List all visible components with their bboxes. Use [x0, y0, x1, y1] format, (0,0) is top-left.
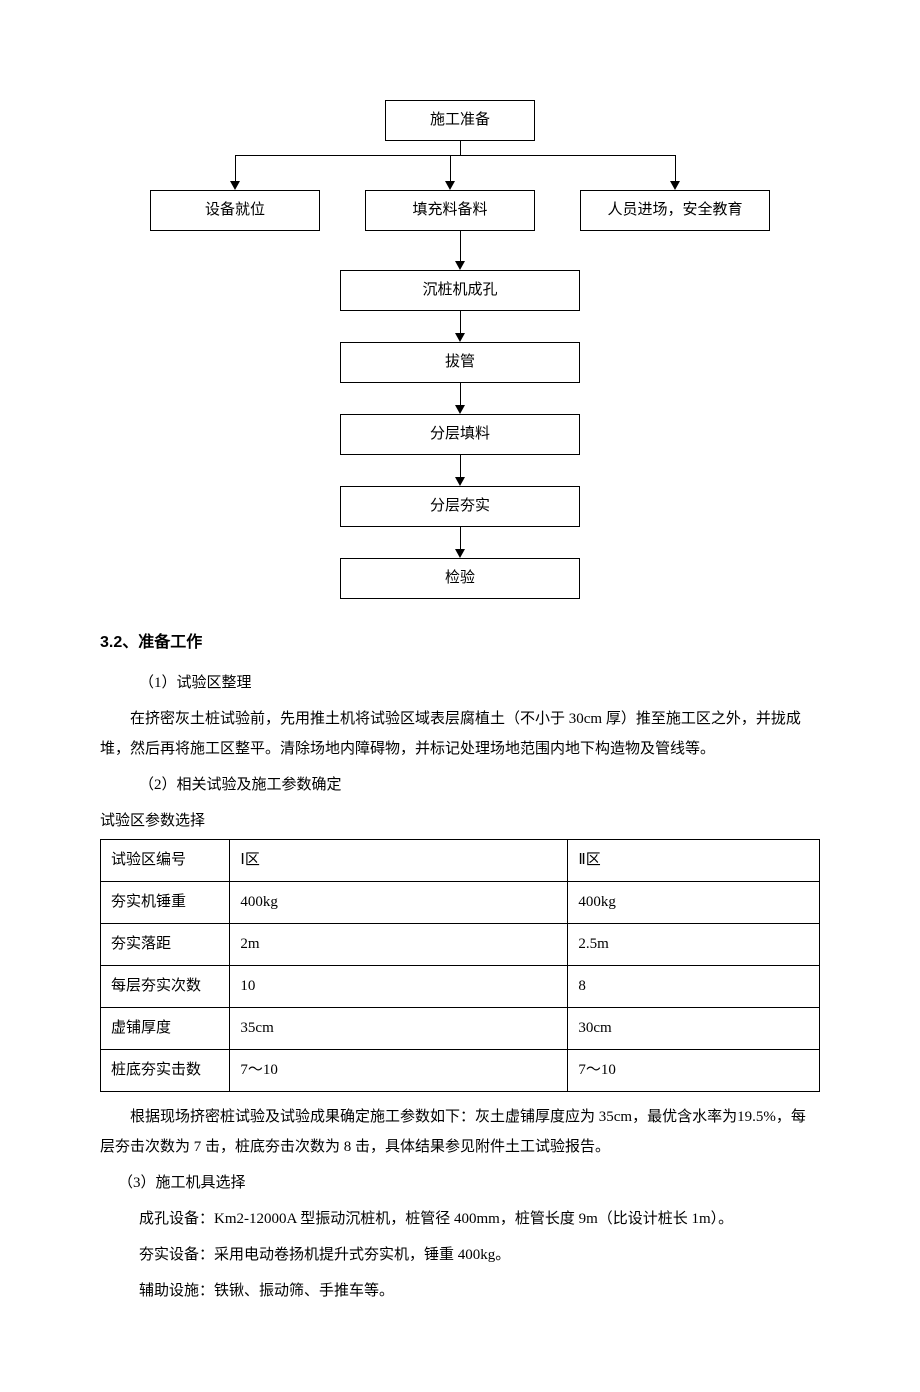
table-cell: 每层夯实次数	[101, 965, 230, 1007]
section-heading: 3.2、准备工作	[100, 629, 820, 658]
table-cell: 7～10	[230, 1049, 568, 1091]
arrow-down-icon	[455, 527, 465, 558]
table-cell: 2.5m	[568, 923, 820, 965]
flow-node-b2: 填充料备料	[365, 190, 535, 231]
table-cell: 夯实落距	[101, 923, 230, 965]
p-after-table: 根据现场挤密桩试验及试验成果确定施工参数如下：灰土虚铺厚度应为 35cm，最优含…	[100, 1102, 820, 1162]
p1-body: 在挤密灰土桩试验前，先用推土机将试验区域表层腐植土（不小于 30cm 厚）推至施…	[100, 704, 820, 764]
table-cell: 虚铺厚度	[101, 1007, 230, 1049]
table-title: 试验区参数选择	[100, 808, 820, 835]
p3-l1: 成孔设备：Km2-12000A 型振动沉桩机，桩管径 400mm，桩管长度 9m…	[100, 1204, 820, 1234]
table-cell: 7～10	[568, 1049, 820, 1091]
p3-l2: 夯实设备：采用电动卷扬机提升式夯实机，锤重 400kg。	[100, 1240, 820, 1270]
table-row: 夯实机锤重 400kg 400kg	[101, 881, 820, 923]
table-row: 虚铺厚度 35cm 30cm	[101, 1007, 820, 1049]
flow-node-s4: 分层夯实	[340, 486, 580, 527]
flow-node-s2: 拔管	[340, 342, 580, 383]
p2-title: （2）相关试验及施工参数确定	[100, 770, 820, 800]
flow-node-top: 施工准备	[385, 100, 535, 141]
flow-node-s1: 沉桩机成孔	[340, 270, 580, 311]
flow-node-b3: 人员进场，安全教育	[580, 190, 770, 231]
p3-title: （3）施工机具选择	[118, 1168, 820, 1198]
p3-l3: 辅助设施：铁锹、振动筛、手推车等。	[100, 1276, 820, 1306]
table-cell: 400kg	[230, 881, 568, 923]
table-row: 桩底夯实击数 7～10 7～10	[101, 1049, 820, 1091]
table-cell: 10	[230, 965, 568, 1007]
table-cell: 2m	[230, 923, 568, 965]
table-cell: 8	[568, 965, 820, 1007]
flow-node-s5: 检验	[340, 558, 580, 599]
table-cell: 夯实机锤重	[101, 881, 230, 923]
arrow-down-icon	[455, 311, 465, 342]
p1-title: （1）试验区整理	[100, 668, 820, 698]
table-cell: 30cm	[568, 1007, 820, 1049]
arrow-down-icon	[455, 383, 465, 414]
table-row: 每层夯实次数 10 8	[101, 965, 820, 1007]
table-row: 夯实落距 2m 2.5m	[101, 923, 820, 965]
arrow-down-icon	[455, 231, 465, 270]
arrow-down-icon	[460, 141, 461, 155]
table-cell: 桩底夯实击数	[101, 1049, 230, 1091]
flow-branch: 设备就位 填充料备料 人员进场，安全教育	[150, 155, 770, 231]
flow-node-s3: 分层填料	[340, 414, 580, 455]
flow-node-b1: 设备就位	[150, 190, 320, 231]
table-row: 试验区编号 Ⅰ区 Ⅱ区	[101, 839, 820, 881]
flowchart: 施工准备 设备就位 填充料备料 人员进场，安全教育 沉桩机成孔 拔管 分层填料 …	[100, 100, 820, 599]
table-cell: 35cm	[230, 1007, 568, 1049]
params-table: 试验区编号 Ⅰ区 Ⅱ区 夯实机锤重 400kg 400kg 夯实落距 2m 2.…	[100, 839, 820, 1092]
arrow-down-icon	[455, 455, 465, 486]
arrow-down-icon	[670, 155, 680, 190]
table-cell: 400kg	[568, 881, 820, 923]
table-cell: Ⅱ区	[568, 839, 820, 881]
table-cell: 试验区编号	[101, 839, 230, 881]
arrow-down-icon	[230, 155, 240, 190]
table-cell: Ⅰ区	[230, 839, 568, 881]
arrow-down-icon	[445, 155, 455, 190]
